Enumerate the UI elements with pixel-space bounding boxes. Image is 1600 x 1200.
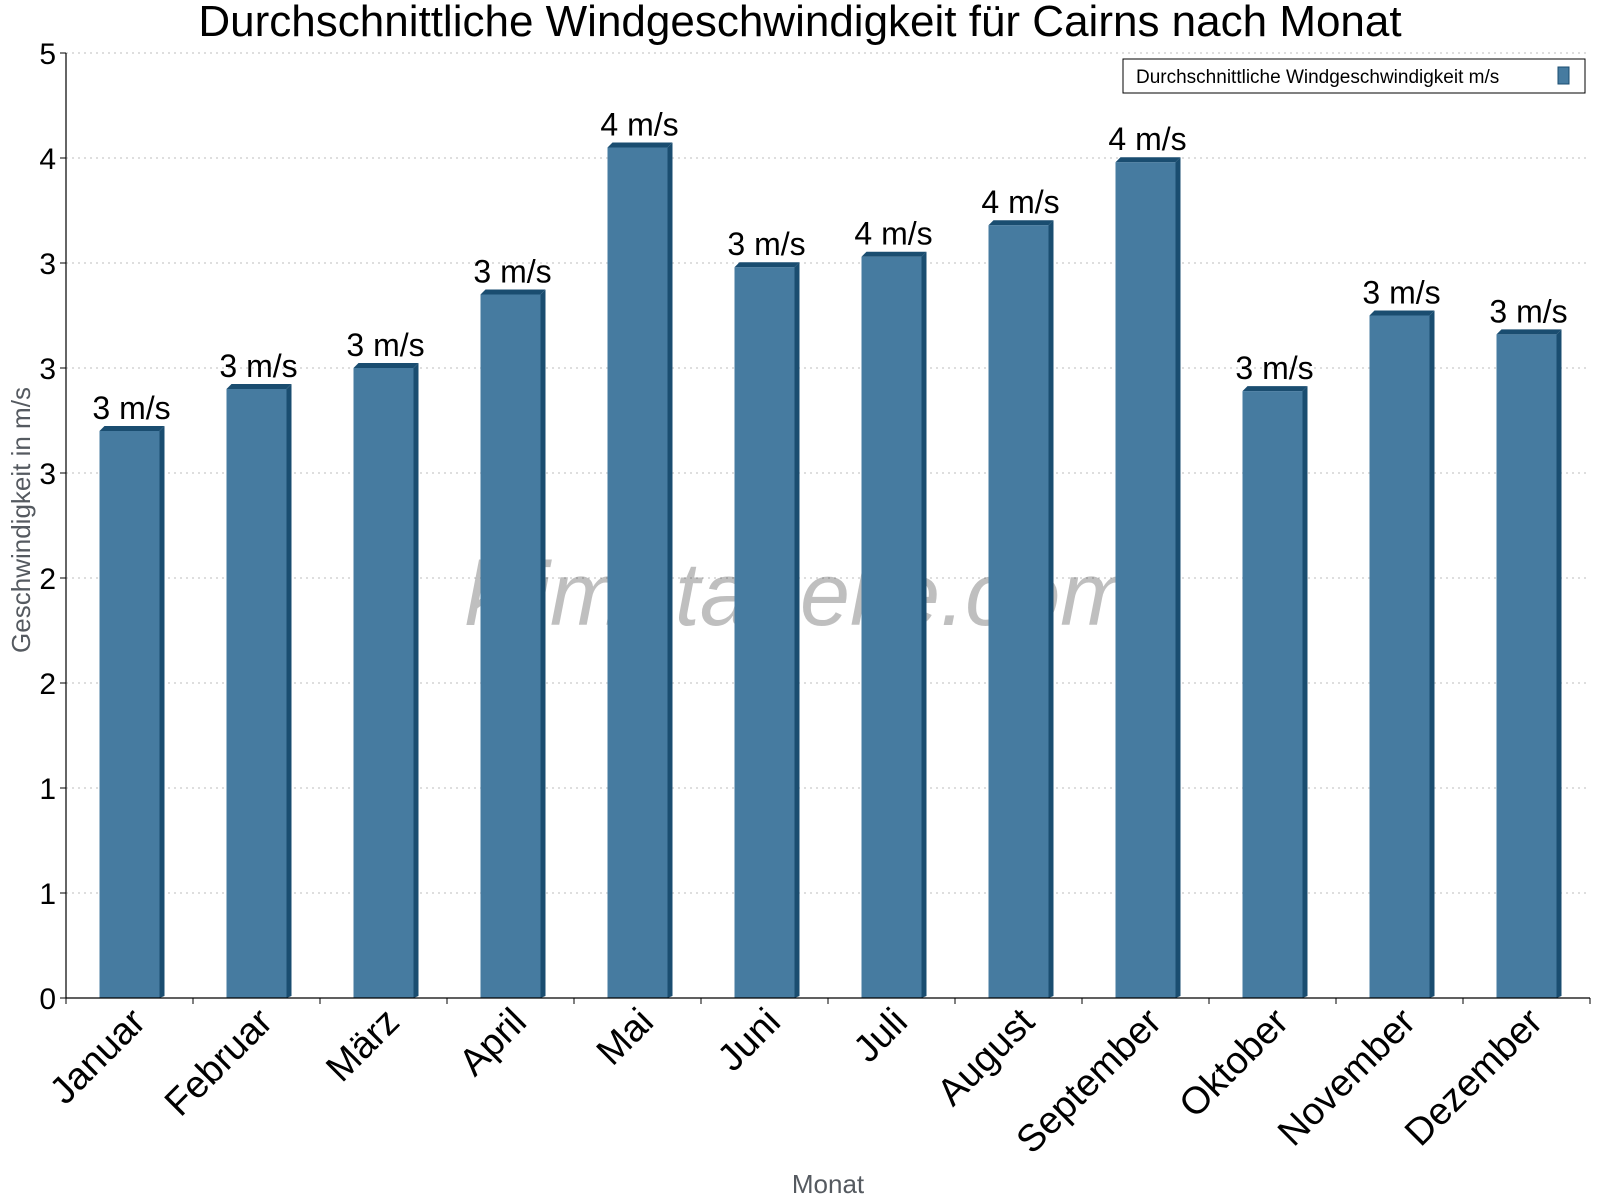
data-label: 3 m/s	[1235, 350, 1313, 386]
bar	[734, 267, 795, 998]
x-tick-label: April	[451, 1001, 534, 1084]
y-tick-label: 3	[39, 458, 56, 491]
y-tick-label: 5	[39, 38, 56, 71]
y-tick-label: 2	[39, 563, 56, 596]
data-label: 4 m/s	[600, 107, 678, 143]
data-label: 3 m/s	[727, 226, 805, 262]
data-label: 3 m/s	[92, 390, 170, 426]
bars	[99, 142, 1562, 999]
bar-top	[1369, 310, 1435, 316]
bar-top	[861, 251, 927, 257]
x-tick-label: Mai	[589, 1001, 662, 1074]
bar-top	[1496, 329, 1562, 335]
x-tick-label: Juni	[710, 1001, 789, 1080]
bar-top	[734, 262, 800, 268]
bar-top	[226, 384, 292, 389]
bar-side	[286, 384, 292, 998]
bar-top	[1242, 386, 1308, 392]
bar-top	[1115, 157, 1181, 163]
bar-side	[1429, 310, 1435, 998]
data-label: 3 m/s	[1362, 275, 1440, 311]
x-tick-label: August	[930, 1000, 1044, 1114]
bar-top	[353, 363, 419, 368]
data-label: 3 m/s	[473, 254, 551, 290]
y-axis-ticks: 0 1 1 2 2 3 3 3 4 5	[39, 38, 66, 1016]
data-label: 4 m/s	[1108, 121, 1186, 157]
x-tick-label: Dezember	[1397, 1000, 1551, 1154]
bar-side	[540, 289, 546, 998]
y-axis-title: Geschwindigkeit in m/s	[6, 387, 36, 653]
bar-side	[1556, 329, 1562, 998]
x-axis-ticks: Januar Februar März April Mai Juni Juli AugustS…	[42, 998, 1591, 1162]
bar	[480, 294, 541, 998]
bar-side	[1302, 386, 1308, 999]
data-label: 4 m/s	[981, 184, 1059, 220]
y-tick-label: 0	[39, 983, 56, 1016]
legend: Durchschnittliche Windgeschwindigkeit m/…	[1122, 58, 1586, 94]
data-label: 3 m/s	[346, 327, 424, 363]
data-label: 3 m/s	[219, 348, 297, 384]
y-tick-label: 3	[39, 353, 56, 386]
bar	[861, 256, 922, 998]
legend-box	[1122, 58, 1586, 94]
x-tick-label: Januar	[42, 1000, 154, 1112]
axes	[65, 53, 1590, 999]
y-tick-label: 2	[39, 668, 56, 701]
legend-label: Durchschnittliche Windgeschwindigkeit m/…	[1136, 67, 1499, 88]
bar-side	[1048, 220, 1054, 998]
legend-swatch	[1557, 66, 1570, 85]
bar-top	[607, 142, 673, 148]
data-label: 3 m/s	[1489, 293, 1567, 329]
x-tick-label: Februar	[157, 1000, 281, 1124]
chart-title: Durchschnittliche Windgeschwindigkeit fü…	[198, 0, 1401, 46]
x-tick-label: Oktober	[1172, 1000, 1298, 1126]
bar-side	[1175, 157, 1181, 998]
bar	[1242, 391, 1303, 999]
bar-side	[159, 426, 165, 998]
bar	[1115, 162, 1176, 998]
bar	[226, 389, 287, 998]
x-tick-label: März	[318, 1001, 407, 1090]
bar	[353, 368, 414, 998]
bar	[988, 225, 1049, 998]
bar	[99, 431, 160, 998]
bar	[1369, 315, 1430, 998]
bar-side	[921, 251, 927, 998]
x-tick-label: Juli	[846, 1001, 916, 1071]
bar-top	[99, 426, 165, 431]
y-tick-label: 1	[39, 878, 56, 911]
bar-top	[480, 289, 546, 295]
bar-top	[988, 220, 1054, 226]
gridlines	[66, 52, 1590, 894]
data-labels: 3 m/s 3 m/s 3 m/s 3 m/s 4 m/s 3 m/s 4 m/s 4 m/s…	[92, 107, 1567, 427]
bar-side	[667, 142, 673, 998]
bar	[607, 147, 668, 998]
y-tick-label: 4	[39, 143, 56, 176]
bar	[1496, 334, 1557, 998]
x-axis-title: Monat	[792, 1169, 865, 1199]
data-label: 4 m/s	[854, 216, 932, 252]
x-tick-label: November	[1270, 1000, 1424, 1154]
y-tick-label: 1	[39, 773, 56, 806]
bar-side	[794, 262, 800, 998]
bar-side	[413, 363, 419, 998]
y-tick-label: 3	[39, 248, 56, 281]
